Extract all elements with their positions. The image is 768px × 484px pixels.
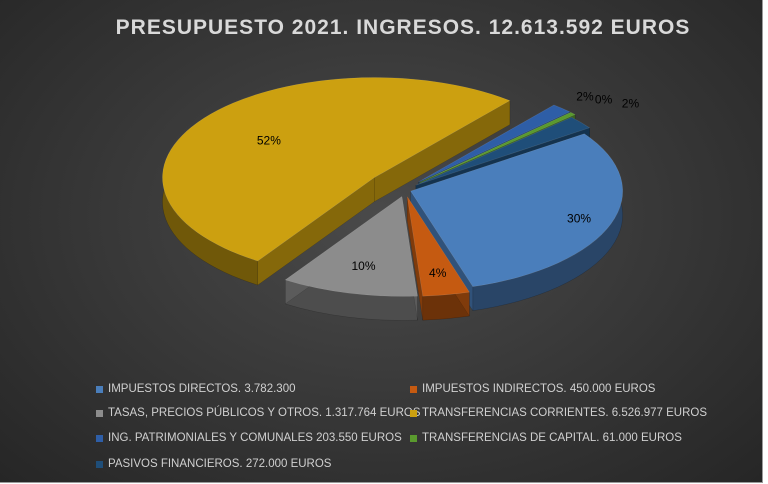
slice-tasas[interactable]: [284, 195, 418, 297]
slice-ing-patrimoniales[interactable]: [418, 104, 571, 183]
data-label-transferencias-capital: 0%: [595, 93, 613, 107]
slice-pasivos-financieros[interactable]: [415, 116, 591, 186]
data-label-transferencias-corrientes: 52%: [257, 134, 281, 148]
slice-impuestos-indirectos[interactable]: [406, 196, 470, 297]
data-label-tasas: 10%: [351, 259, 375, 273]
chart-title: PRESUPUESTO 2021. INGRESOS. 12.613.592 E…: [115, 16, 691, 39]
pie-tops: [162, 77, 623, 297]
slice-wall-impuestos-indirectos-1: [406, 196, 424, 321]
slice-transferencias-capital[interactable]: [419, 111, 576, 183]
slice-side-impuestos-directos: [472, 133, 623, 311]
data-label-ing-patrimoniales: 2%: [576, 90, 594, 104]
data-label-impuestos-indirectos: 4%: [429, 266, 447, 280]
slice-transferencias-corrientes[interactable]: [162, 77, 511, 262]
data-label-pasivos-financieros: 2%: [622, 97, 640, 111]
slice-impuestos-directos[interactable]: [410, 133, 623, 288]
data-label-impuestos-directos: 30%: [567, 211, 591, 225]
